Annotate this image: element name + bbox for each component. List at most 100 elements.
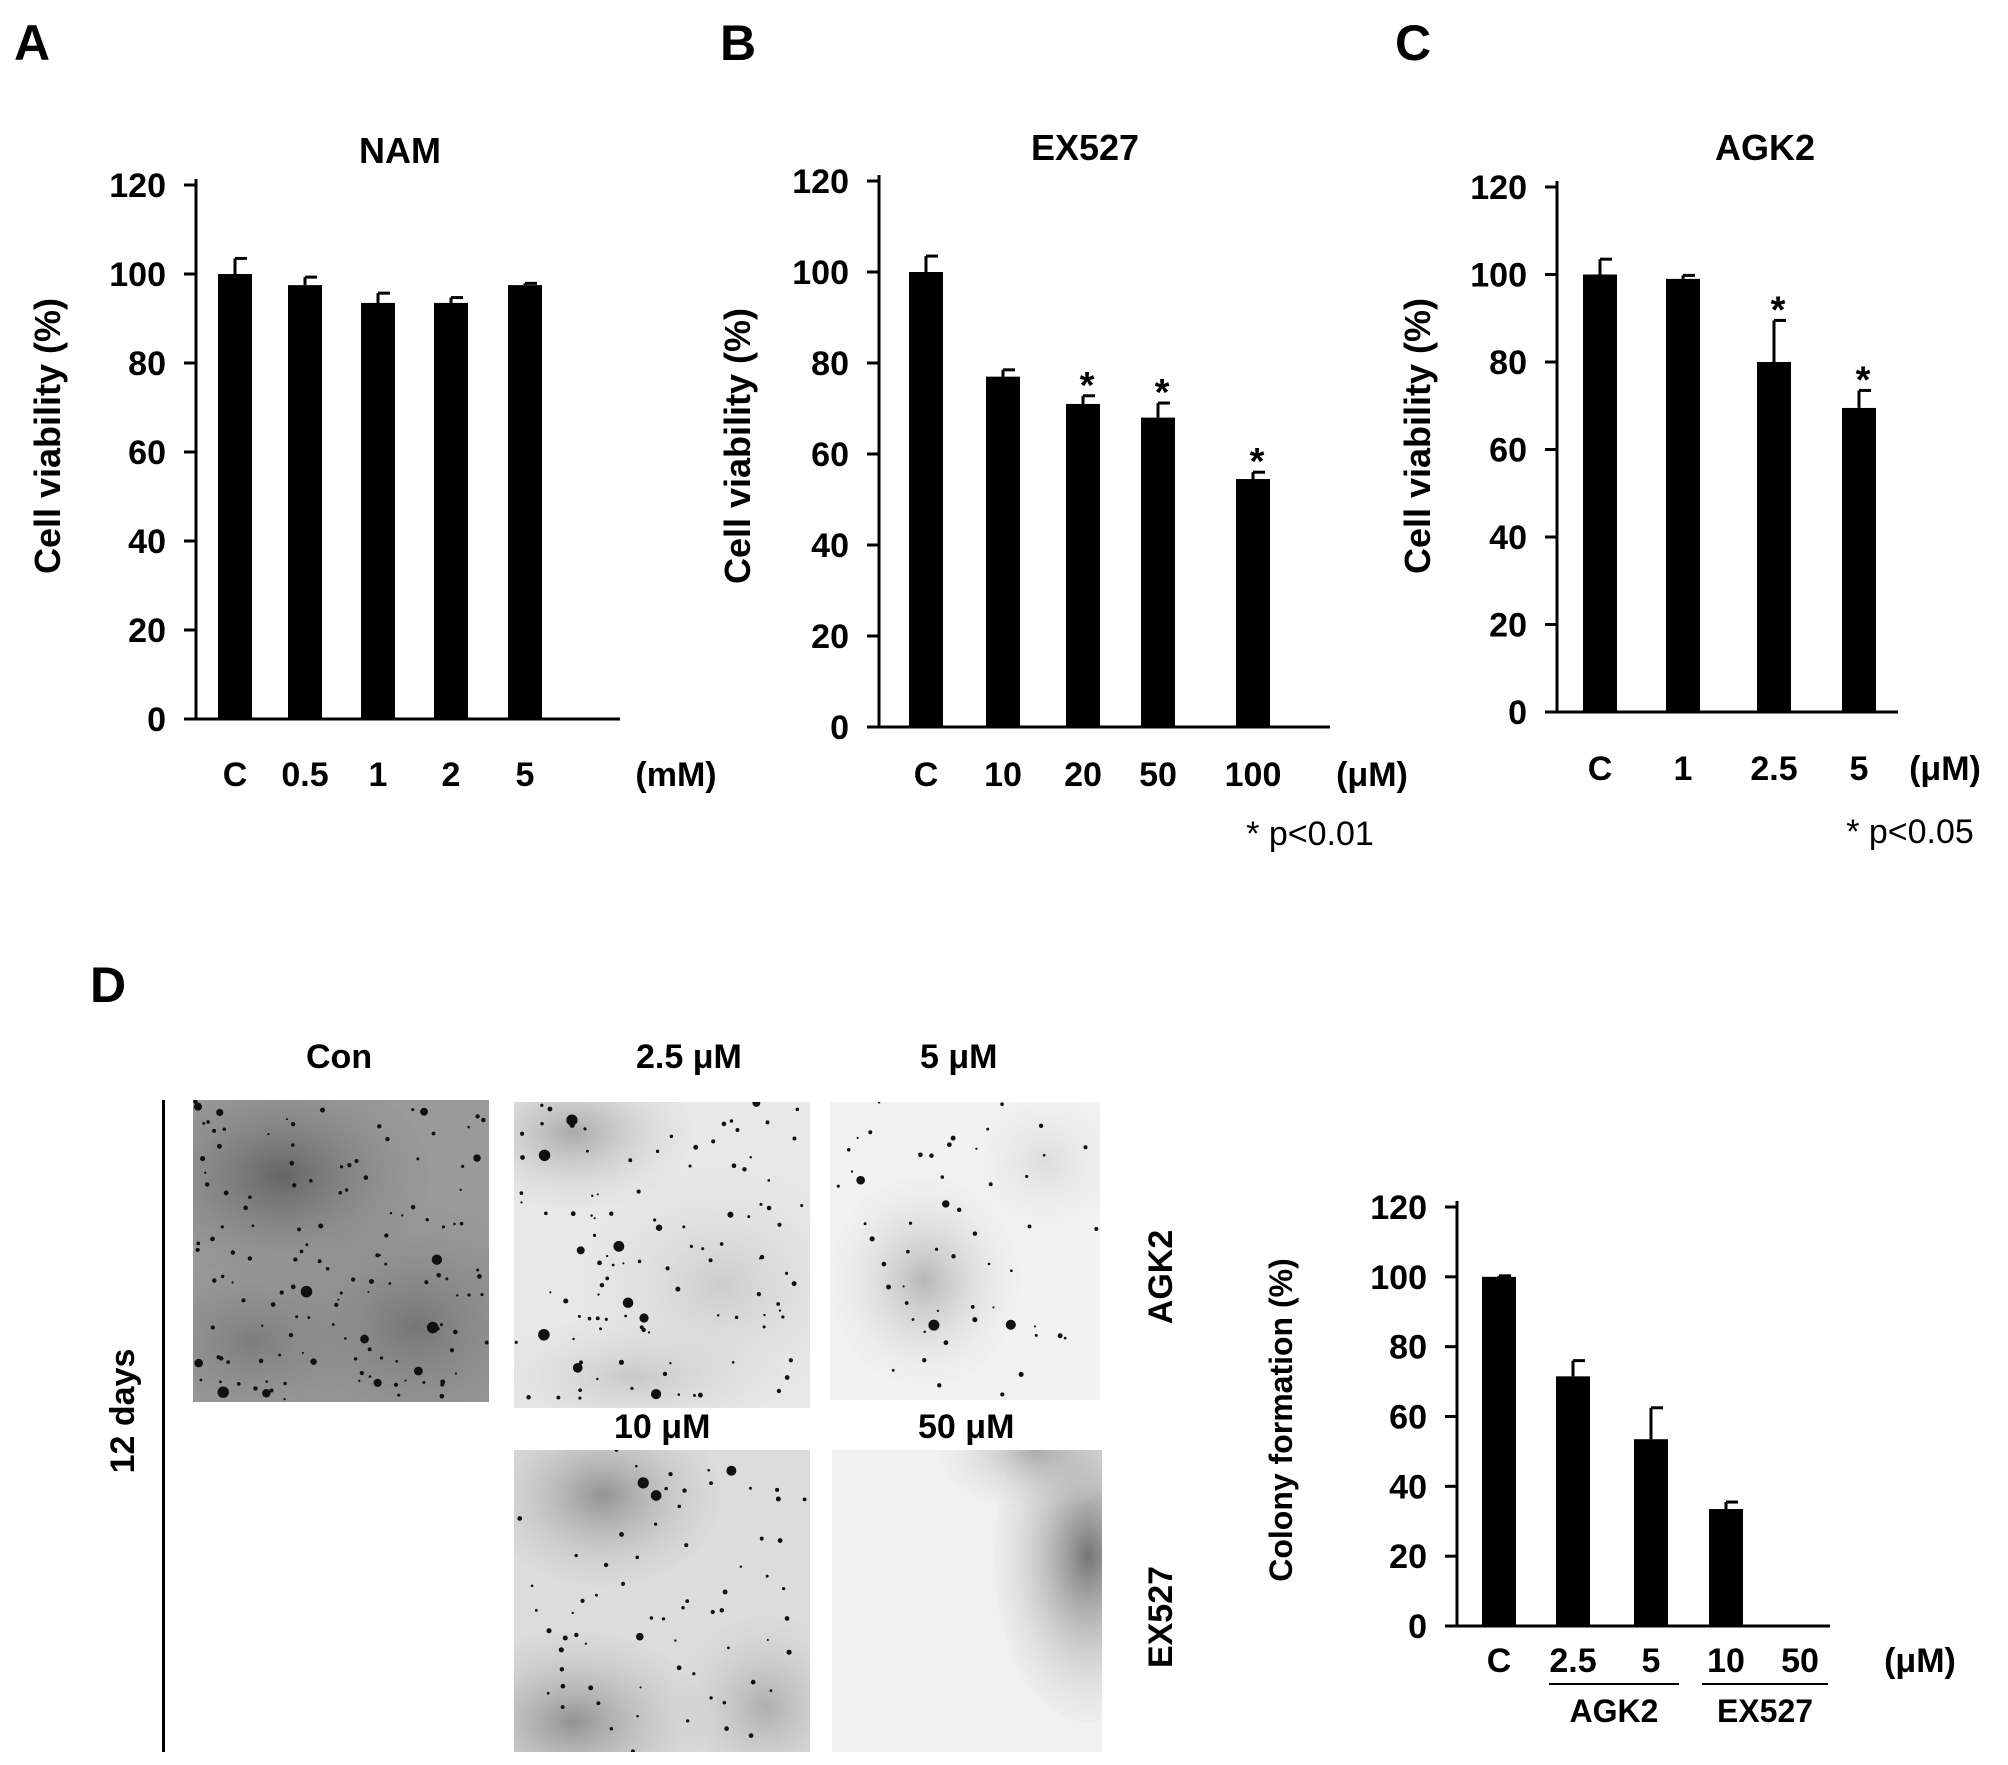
colony-dot — [436, 1272, 442, 1278]
colony-dot — [397, 1393, 401, 1397]
colony-dot — [634, 1464, 638, 1468]
bar — [508, 285, 542, 719]
y-axis-label: Colony formation (%) — [1263, 1258, 1299, 1582]
colony-dot — [708, 1258, 713, 1263]
p-value-note: * p<0.05 — [1846, 813, 1974, 851]
colony-dot — [784, 1375, 790, 1380]
colony-dot — [759, 1254, 765, 1260]
bar — [909, 272, 943, 727]
colony-dot — [788, 1358, 793, 1363]
colony-dot — [596, 1377, 599, 1381]
colony-dot — [868, 1130, 873, 1135]
colony-dot — [639, 1313, 649, 1323]
colony-dot — [762, 1325, 766, 1329]
colony-dot — [367, 1291, 370, 1294]
colony-dot — [593, 1217, 596, 1220]
colony-dot — [877, 1102, 881, 1104]
category-label: 10 — [1707, 1642, 1745, 1680]
bar — [986, 376, 1020, 727]
colony-dot — [775, 1496, 781, 1502]
colony-dot — [759, 1202, 763, 1206]
category-label: 2.5 — [1750, 750, 1797, 788]
colony-dot — [742, 1167, 747, 1172]
colony-dot — [622, 1297, 634, 1309]
colony-dot — [375, 1253, 380, 1258]
y-tick-label: 0 — [147, 701, 166, 739]
colony-dot — [636, 1189, 641, 1194]
micrograph-shading — [940, 1450, 1102, 1511]
colony-dot — [595, 1593, 598, 1597]
colony-dot — [440, 1382, 445, 1387]
colony-dot — [992, 1306, 995, 1309]
colony-dot — [538, 1149, 551, 1162]
colony-dot — [655, 1224, 663, 1232]
colony-dot — [637, 1477, 649, 1489]
colony-dot — [748, 1486, 752, 1490]
colony-dot — [206, 1120, 210, 1124]
y-tick-label: 60 — [811, 436, 849, 474]
colony-dot — [707, 1468, 711, 1472]
colony-dot — [431, 1254, 443, 1265]
colony-dot — [520, 1131, 525, 1136]
micrograph-agk2-2-5um — [514, 1102, 810, 1408]
significance-star: * — [1856, 359, 1871, 401]
colony-dot — [630, 1386, 634, 1390]
colony-dot — [459, 1221, 464, 1226]
colony-dot — [299, 1249, 304, 1254]
dose-label-50: 50 μM — [918, 1408, 1015, 1446]
colony-dot — [661, 1617, 666, 1621]
colony-dot — [669, 1134, 674, 1139]
colony-dot — [595, 1316, 600, 1321]
colony-dot — [309, 1179, 313, 1183]
colony-dot — [635, 1632, 644, 1641]
colony-dot — [530, 1584, 534, 1588]
colony-dot — [891, 1368, 895, 1372]
colony-dot — [262, 1389, 271, 1398]
colony-dot — [401, 1214, 404, 1217]
colony-dot — [570, 1211, 576, 1217]
colony-dot — [461, 1164, 465, 1168]
colony-dot — [574, 1553, 578, 1558]
colony-dot — [363, 1175, 369, 1180]
colony-dot — [639, 1686, 642, 1689]
colony-dot — [194, 1358, 203, 1368]
colony-dot — [480, 1292, 484, 1297]
drug-label-ex527: EX527 — [1142, 1565, 1180, 1669]
colony-dot — [300, 1285, 313, 1298]
colony-dot — [384, 1262, 388, 1266]
colony-dot — [943, 1340, 949, 1346]
colony-dot — [756, 1291, 762, 1297]
colony-dot — [668, 1471, 673, 1477]
colony-dot — [662, 1371, 668, 1377]
colony-dot — [475, 1114, 480, 1119]
colony-dot — [775, 1487, 780, 1492]
colony-dot — [722, 1700, 727, 1705]
colony-dot — [937, 1383, 942, 1388]
colony-dot — [571, 1611, 574, 1615]
colony-dot — [604, 1317, 608, 1321]
colony-dot — [934, 1247, 939, 1251]
colony-dot — [692, 1393, 696, 1397]
colony-dot — [212, 1128, 217, 1133]
drug-label-agk2: AGK2 — [1142, 1229, 1180, 1325]
colony-dot — [278, 1353, 282, 1357]
colony-dot — [519, 1191, 524, 1195]
category-label: 2 — [442, 756, 461, 794]
colony-dot — [338, 1190, 343, 1195]
colony-dot — [765, 1574, 769, 1578]
colony-dot — [785, 1271, 789, 1275]
colony-dot — [697, 1392, 703, 1398]
colony-dot — [669, 1362, 672, 1365]
bar — [1583, 274, 1617, 712]
micrograph-shading — [514, 1450, 722, 1586]
colony-dot — [560, 1705, 565, 1709]
y-axis-label: Cell viability (%) — [1397, 298, 1438, 574]
colony-dot — [304, 1293, 308, 1298]
category-label: 100 — [1225, 756, 1282, 794]
colony-dot — [354, 1158, 359, 1164]
panel-letter-c: C — [1395, 15, 1432, 71]
colony-dot — [682, 1225, 686, 1229]
y-axis-label: Cell viability (%) — [27, 298, 68, 574]
colony-dot — [664, 1486, 668, 1491]
colony-dot — [290, 1284, 296, 1290]
